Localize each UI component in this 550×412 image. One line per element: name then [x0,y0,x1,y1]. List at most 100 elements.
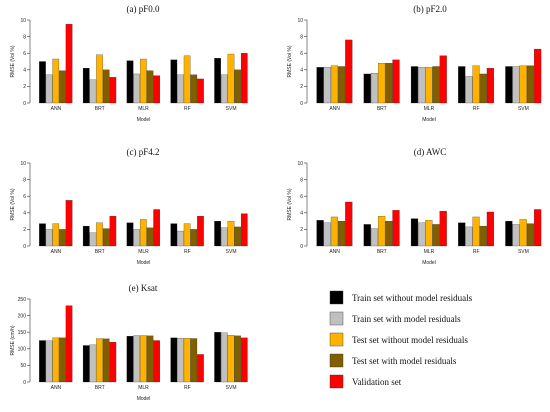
legend-swatch [329,332,344,347]
y-tick-label: 2 [300,227,303,233]
bar [425,220,433,247]
bar [153,340,160,383]
x-tick-label: ANN [329,249,340,255]
x-tick-label: ANN [51,385,62,391]
bar [472,65,480,104]
bar [170,337,178,383]
x-tick-label: BRT [95,249,105,255]
x-tick-label: MLR [424,106,435,112]
legend-label: Train set without model residuals [352,293,473,303]
bar [323,67,331,104]
bar [89,79,97,104]
bar [197,78,204,104]
bar [519,219,527,247]
bar [39,61,46,104]
bar [133,229,140,247]
bar [345,39,353,104]
y-tick-label: 50 [20,363,26,369]
bar [410,66,419,104]
x-tick-label: BRT [95,106,105,112]
bar [425,67,433,104]
y-tick-label: 6 [300,51,303,57]
bar [338,220,346,247]
bar [227,53,235,104]
x-tick-label: RF [184,106,191,112]
bar [170,59,178,104]
bar [183,55,191,104]
panel-1: (a) pF0.0 0 2 4 6 8 10 RMSE (Vol %) ANN BRT MLR RF S… [10,4,248,123]
y-tick-label: 8 [23,177,26,183]
y-tick-label: 8 [23,34,26,40]
bar [39,223,46,247]
bar [392,59,400,104]
bar [146,335,154,383]
bar [316,220,324,247]
panel-5: (e) Ksat 0 50 100 150 200 250 RMSE (cm/h) ANN BRT… [10,283,248,402]
bar [378,215,386,247]
x-tick-label: SVM [226,385,237,391]
bar [465,226,473,247]
y-tick-label: 2 [23,227,26,233]
legend-swatch [329,353,344,368]
legend-label: Train set with model residuals [352,314,461,324]
x-tick-label: BRT [377,106,387,112]
x-tick-label: RF [184,385,191,391]
bar [177,338,184,383]
x-tick-label: MLR [424,249,435,255]
bar [220,227,228,247]
y-tick-label: 4 [300,68,303,74]
x-axis-label: Model [422,260,436,266]
bar [65,305,73,383]
bar [316,67,324,104]
bar [190,338,198,383]
bar [190,74,198,104]
bar [52,337,60,383]
y-tick-label: 0 [300,101,303,107]
bar [234,69,241,104]
bar [59,229,66,247]
bar [439,55,447,104]
panel-title: (b) pF2.0 [413,4,447,14]
panel-title: (c) pF4.2 [127,147,160,157]
bar [378,63,386,104]
legend-swatch [329,290,344,305]
bar [486,68,494,104]
bar [146,227,154,247]
y-tick-label: 0 [300,244,303,250]
bar [59,70,66,104]
y-tick-label: 2 [300,84,303,90]
bar [465,76,473,104]
x-tick-label: BRT [95,385,105,391]
bar [479,73,487,104]
bar [486,211,494,247]
bar [170,223,178,247]
bar [345,201,353,247]
y-tick-label: 10 [297,161,303,167]
bar [458,66,466,104]
x-tick-label: ANN [51,249,62,255]
y-tick-label: 0 [23,101,26,107]
bar [65,24,73,104]
bar [126,336,134,383]
bar [133,73,140,104]
bar [102,228,110,247]
bar [432,224,440,247]
bar [82,345,90,383]
bar [505,66,513,104]
panel-title: (a) pF0.0 [127,4,160,14]
bar [153,75,160,104]
x-tick-label: BRT [377,249,387,255]
bar [96,222,103,247]
bar [153,209,160,247]
bar [96,338,103,383]
bar [385,220,393,247]
bar [133,335,140,383]
legend-item: Train set with model residuals [329,311,461,326]
bar [234,226,241,247]
panel-title: (d) AWC [414,147,447,157]
bar [240,337,248,383]
legend-item: Test set with model residuals [329,353,457,368]
y-axis-label: RMSE (Vol %) [287,188,293,220]
bar [183,223,191,247]
